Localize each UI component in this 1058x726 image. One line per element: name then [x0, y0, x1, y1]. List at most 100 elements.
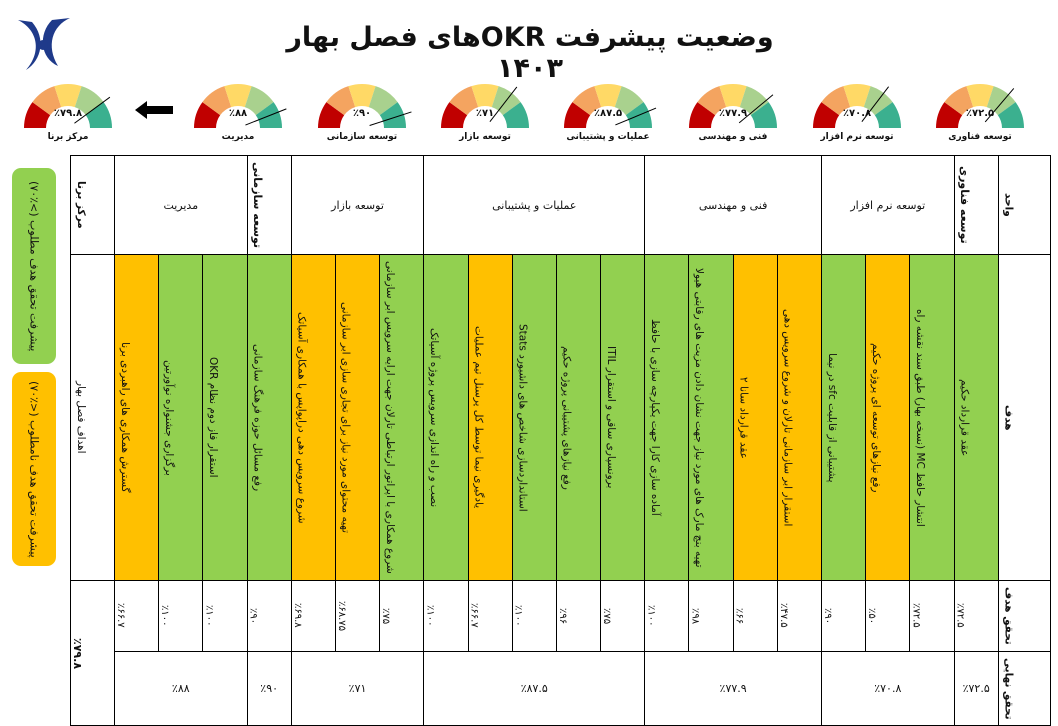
- gauge-segment: [821, 86, 851, 116]
- achieve-cell: ٪۷۲.۵: [953, 579, 999, 652]
- center-final-cell-text: ٪۷۹.۸: [71, 637, 85, 669]
- gauge-label: توسعه سازمانی: [326, 132, 398, 142]
- goal-cell-text: آماده سازی کارا جهت یکپارچه سازی با حافظ: [649, 319, 662, 516]
- company-logo: [18, 18, 70, 70]
- gauge-segment: [502, 102, 529, 128]
- unit-final-cell: ٪۹۰: [246, 650, 292, 726]
- achieve-cell-text: ٪۷۲.۵: [910, 603, 922, 629]
- legend-green-text: پیشرفت تحقق هدف مطلوب (>٪۷۰): [27, 180, 41, 352]
- gauge-segment: [750, 102, 777, 128]
- goal-cell: انتشار حافظ MC (نسخه بهار) طبق سند نقشه …: [909, 254, 955, 581]
- gauge-segment: [614, 86, 644, 116]
- achieve-cell: ٪۹۰: [820, 579, 867, 652]
- gauge-segment: [224, 84, 252, 108]
- achieve-cell: ٪۶۶.۷: [113, 579, 160, 652]
- achieve-cell-text: ٪۶۹.۸: [291, 603, 303, 629]
- unit-header-text: فنی و مهندسی: [698, 198, 768, 212]
- unit-final-cell: ٪۷۱: [290, 650, 425, 726]
- center-final-cell: ٪۷۹.۸: [70, 579, 115, 726]
- achieve-cell-text: ٪۷۲.۵: [954, 603, 966, 629]
- goal-cell-text: یادگیری نیما توسط کل پرسنل تیم عملیات: [472, 326, 485, 509]
- unit-final-cell-text: ٪۷۱: [348, 681, 367, 695]
- gauge-needle: [615, 107, 657, 126]
- achieve-cell-text: ٪۶۶: [733, 607, 745, 624]
- legend-green: پیشرفت تحقق هدف مطلوب (>٪۷۰): [12, 168, 56, 364]
- achieve-cell-text: ٪۵۰: [866, 607, 878, 624]
- gauge-segment: [719, 84, 747, 108]
- goal-cell: تهیه محتوای مورد نیاز برای تجاری سازی اب…: [334, 254, 381, 581]
- gauge-segment: [24, 102, 51, 128]
- goal-cell: استقرار فاز دوم نظام OKR: [202, 254, 248, 581]
- gauge-segment: [689, 102, 716, 128]
- gauge-segment: [441, 102, 468, 128]
- gauge-segment: [697, 86, 727, 116]
- achieve-cell: ٪۱۰۰: [423, 579, 469, 652]
- achieve-cell: ٪۱۰۰: [644, 579, 690, 652]
- final-row: ٪۸۸ ٪۹۰ ٪۷۱ ٪۸۷.۵ ٪۷۷.۹ ٪۷۰.۸ ٪۷۲.۵ تحقق نهایی: [71, 650, 1051, 726]
- unit-header: توسعه فناوری: [953, 154, 999, 256]
- goal-cell-text: شروع همکاری با اپراتور ارتباطی تارلان جه…: [383, 261, 396, 574]
- gauge-needle: [369, 111, 412, 127]
- gauge: ٪۸۸ مدیریت: [188, 78, 288, 148]
- gauge-segment: [471, 84, 499, 108]
- achieve-cell: ٪۹۰: [246, 579, 292, 652]
- gauge-needle: [74, 96, 111, 124]
- achieve-cell: ٪۷۵: [379, 579, 425, 652]
- gauge-dial: [564, 84, 657, 128]
- gauge-dial: [813, 84, 901, 128]
- goal-cell: نصب و راه اندازی سرویس پروژه آسیاتک: [423, 254, 469, 581]
- goal-cell: استانداردسازی شاخص های داشبورد Stats: [511, 254, 557, 581]
- row-label-achieve-text: تحقق هدف: [1002, 586, 1015, 645]
- gauge-dial: [194, 84, 287, 128]
- unit-final-cell: ٪۷۰.۸: [821, 650, 955, 726]
- gauge-value: ٪۷۱: [475, 108, 495, 119]
- gauge-dial: [24, 84, 112, 128]
- gauge-segment: [32, 86, 62, 116]
- gauge-segment: [255, 102, 282, 128]
- row-label-goal: هدف: [997, 254, 1051, 581]
- gauge-segment: [572, 86, 602, 116]
- achieve-cell-text: ٪۱۰۰: [645, 605, 657, 627]
- gauge-dial: [318, 84, 412, 128]
- achieve-cell: ٪۷۲.۵: [909, 579, 955, 652]
- achieve-cell: ٪۶۶.۷: [467, 579, 513, 652]
- gauge-segment: [449, 86, 479, 116]
- gauge-segment: [564, 102, 591, 128]
- achieve-cell-text: ٪۹۰: [247, 607, 259, 624]
- row-label-unit: واحد: [997, 154, 1051, 256]
- achieve-cell: ٪۶۶: [732, 579, 778, 652]
- unit-final-cell-text: ٪۷۷.۹: [719, 681, 747, 695]
- unit-final-cell-text: ٪۸۸: [171, 681, 190, 695]
- goal-cell: شروع همکاری با اپراتور ارتباطی تارلان جه…: [379, 254, 425, 581]
- gauge-value: ٪۸۷.۵: [593, 108, 623, 119]
- achieve-cell-text: ٪۱۰۰: [159, 605, 171, 627]
- achieve-cell-text: ٪۶۶.۷: [468, 603, 480, 629]
- unit-header: توسعه نرم افزار: [821, 154, 955, 256]
- goal-cell-text: عقد قرارداد حکیم: [958, 378, 971, 457]
- gauge: ٪۷۲.۵ توسعه فناوری: [930, 78, 1030, 148]
- goal-cell-text: نصب و راه اندازی سرویس پروژه آسیاتک: [428, 327, 441, 508]
- unit-header-text: توسعه فناوری: [958, 166, 972, 244]
- goal-cell-text: رفع نیازهای پشتیبانی پروژه حکیم: [560, 345, 573, 490]
- gauge-segment: [318, 102, 345, 128]
- gauge-needle: [245, 108, 287, 126]
- gauge-label: مدیریت: [221, 132, 255, 142]
- center-goal-cell: اهداف فصل بهار: [70, 254, 115, 581]
- center-goal-cell-text: اهداف فصل بهار: [74, 381, 87, 454]
- gauge: ٪۷۰.۸ توسعه نرم افزار: [807, 78, 907, 148]
- unit-header-text: عملیات و پشتیبانی: [492, 198, 577, 212]
- goal-cell: رفع نیازهای توسعه ای پروژه حکیم: [865, 254, 911, 581]
- gauge-segment: [874, 102, 901, 128]
- row-label-goal-text: هدف: [1002, 404, 1015, 431]
- unit-header-text: توسعه سازمانی: [251, 162, 265, 249]
- goal-cell-text: گسترش همکاری های راهبردی برنا: [118, 342, 131, 493]
- unit-header-text: توسعه نرم افزار: [850, 198, 926, 212]
- gauge-segment: [379, 102, 406, 128]
- gauge-segment: [326, 86, 356, 116]
- achieve-cell-text: ٪۶۸.۷۵: [335, 600, 347, 631]
- goal-cell: گسترش همکاری های راهبردی برنا: [113, 254, 160, 581]
- achieve-cell: ٪۶۹.۸: [290, 579, 336, 652]
- unit-header-text: مدیریت: [163, 198, 199, 212]
- achieve-row: ٪۷۹.۸ ٪۶۶.۷ ٪۱۰۰ ٪۱۰۰ ٪۹۰ ٪۶۹.۸ ٪۶۸.۷۵ ٪۷۵ ٪۱۰۰ ٪…: [70, 579, 1051, 726]
- row-label-final: تحقق نهایی: [997, 650, 1051, 726]
